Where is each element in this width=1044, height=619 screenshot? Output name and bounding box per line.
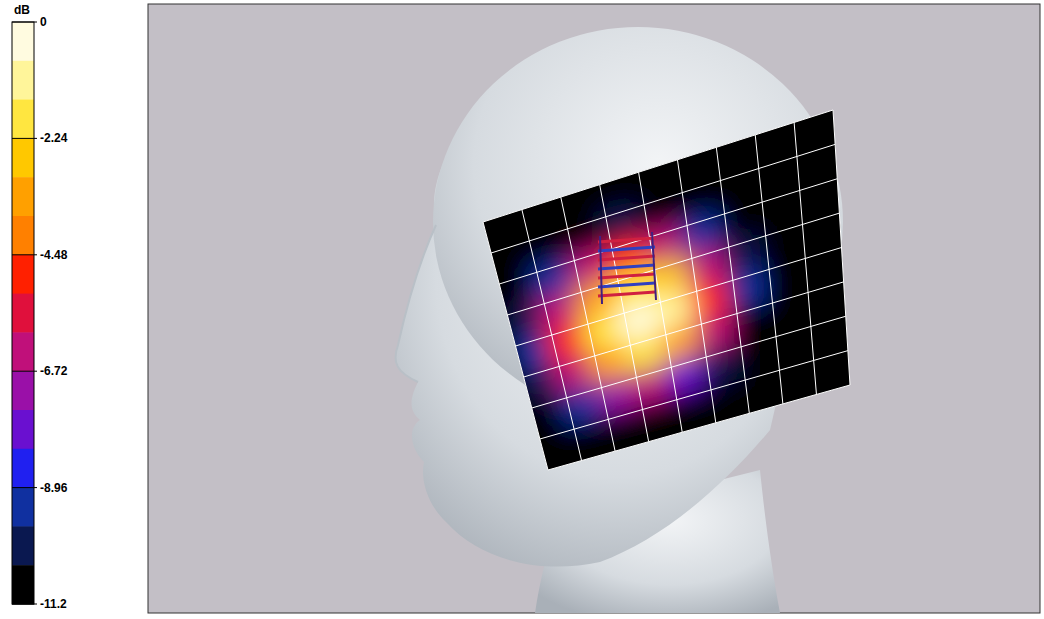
- antenna-element: [598, 238, 655, 242]
- mesh-line: [540, 351, 848, 439]
- colorbar-band: [12, 216, 34, 255]
- colorbar-tick: [12, 138, 37, 139]
- field-cells: [475, 102, 857, 476]
- antenna-element: [598, 247, 655, 251]
- mesh-line: [499, 179, 837, 284]
- antenna-element: [598, 265, 655, 269]
- colorbar-tick: [12, 371, 37, 372]
- colorbar-band: [12, 255, 34, 294]
- colorbar-tick-label: -6.72: [40, 364, 68, 378]
- colorbar-band: [12, 100, 34, 139]
- mesh-line: [491, 144, 835, 253]
- colorbar-tick-label: 0: [40, 15, 47, 29]
- field-clip: [475, 102, 857, 476]
- colorbar-tick: [12, 22, 37, 23]
- mesh-line: [507, 213, 839, 315]
- colorbar-band: [12, 488, 34, 527]
- antenna-element: [598, 256, 655, 260]
- view-panel: [148, 4, 1040, 613]
- colorbar-band: [12, 565, 34, 604]
- mesh-line: [548, 385, 850, 470]
- colorbar-tick-label: -4.48: [40, 248, 68, 262]
- mesh-line: [483, 110, 833, 222]
- colorbar-band: [12, 332, 34, 371]
- figure: dB 0 -2.24 -4.48 -6.72 -8.96 -11.2: [0, 0, 1044, 619]
- colorbar-frame: [12, 22, 34, 604]
- colorbar-tick: [12, 604, 37, 605]
- antenna-element: [598, 292, 655, 296]
- mesh-line: [524, 282, 844, 377]
- colorbar-tick: [12, 254, 37, 255]
- colorbar-band: [12, 22, 34, 61]
- antenna-element: [598, 283, 655, 287]
- colorbar-band: [12, 61, 34, 100]
- cranium: [433, 27, 843, 417]
- mesh: [483, 110, 850, 470]
- colorbar-tick-label: -2.24: [40, 131, 68, 145]
- colorbar-tick: [12, 487, 37, 488]
- face-contour: [395, 225, 436, 382]
- colorbar-band: [12, 410, 34, 449]
- mesh-line: [532, 316, 846, 408]
- field-ground: [483, 110, 850, 470]
- colorbar-band: [12, 294, 34, 333]
- antenna-element: [598, 274, 655, 278]
- colorbar-tick-label: -8.96: [40, 481, 68, 495]
- colorbar-band: [12, 449, 34, 488]
- colorbar-band: [12, 371, 34, 410]
- colorbar-band: [12, 177, 34, 216]
- antenna-frame: [600, 232, 656, 304]
- colorbar-label: dB: [14, 3, 30, 17]
- antenna: [598, 232, 656, 304]
- colorbar-tick-label: -11.2: [40, 597, 67, 611]
- colorbar-band: [12, 526, 34, 565]
- colorbar-band: [12, 138, 34, 177]
